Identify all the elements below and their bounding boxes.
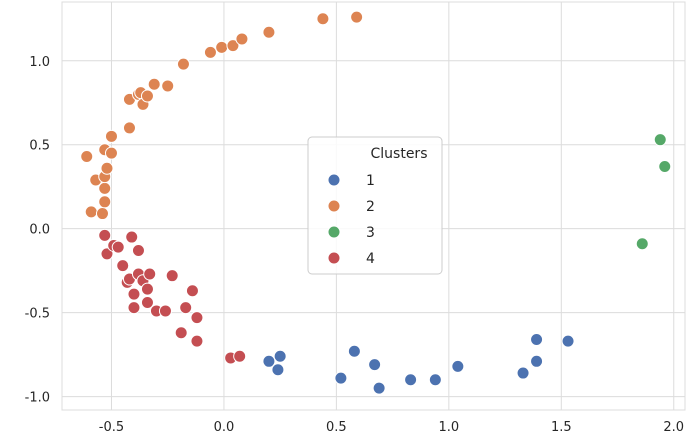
cluster-1-point (334, 371, 348, 385)
cluster-3-point (635, 237, 649, 251)
cluster-1-point (271, 363, 285, 377)
cluster-2-point (235, 32, 249, 46)
cluster-1-point (404, 373, 418, 387)
cluster-4-point (98, 228, 112, 242)
legend-marker-4 (327, 251, 341, 265)
cluster-4-point (174, 326, 188, 340)
y-tick-label: -1.0 (25, 391, 50, 406)
cluster-1-point (372, 381, 386, 395)
cluster-4-point (116, 259, 130, 273)
cluster-4-point (111, 240, 125, 254)
x-tick-label: -0.5 (99, 420, 124, 435)
x-tick-label: 1.0 (439, 420, 460, 435)
cluster-1-point (368, 358, 382, 372)
cluster-1-point (530, 332, 544, 346)
cluster-2-point (80, 149, 94, 163)
cluster-3-point (653, 133, 667, 147)
cluster-4-point (140, 296, 154, 310)
cluster-1-point (273, 349, 287, 363)
x-tick-label: 0.0 (214, 420, 235, 435)
cluster-4-point (100, 247, 114, 261)
legend-label-4: 4 (366, 251, 375, 267)
cluster-2-point (147, 77, 161, 91)
cluster-4-point (190, 334, 204, 348)
cluster-2-point (161, 79, 175, 93)
cluster-2-point (104, 129, 118, 143)
cluster-4-point (158, 304, 172, 318)
cluster-1-point (428, 373, 442, 387)
cluster-2-point (203, 45, 217, 59)
y-tick-label: 0.0 (29, 223, 50, 238)
cluster-4-point (190, 311, 204, 325)
cluster-1-point (516, 366, 530, 380)
cluster-4-point (131, 243, 145, 257)
cluster-2-point (176, 57, 190, 71)
cluster-4-point (127, 301, 141, 315)
cluster-2-point (215, 40, 229, 54)
cluster-2-point (122, 121, 136, 135)
legend-label-1: 1 (366, 173, 375, 189)
legend-box (307, 136, 443, 275)
legend-marker-3 (327, 225, 341, 239)
legend-items: 1 2 3 4 (327, 173, 375, 267)
legend: Clusters 1 2 3 4 (307, 136, 443, 275)
legend-label-3: 3 (366, 225, 375, 241)
x-tick-labels: -0.5 0.0 0.5 1.0 1.5 2.0 (99, 420, 684, 435)
y-tick-labels: -1.0 -0.5 0.0 0.5 1.0 (25, 55, 50, 406)
cluster-2-point (84, 205, 98, 219)
cluster-2-point (140, 89, 154, 103)
cluster-2-point (262, 25, 276, 39)
cluster-4-point (165, 269, 179, 283)
legend-marker-2 (327, 199, 341, 213)
cluster-2-point (350, 10, 364, 24)
data-points (80, 10, 672, 395)
cluster-4-point (125, 230, 139, 244)
legend-title: Clusters (371, 146, 428, 162)
y-tick-label: 0.5 (29, 139, 50, 154)
plot-frame (61, 1, 686, 411)
x-tick-label: 0.5 (326, 420, 347, 435)
cluster-4-point (233, 349, 247, 363)
cluster-2-point (98, 195, 112, 209)
cluster-1-point (561, 334, 575, 348)
cluster-4-point (140, 282, 154, 296)
cluster-4-point (127, 287, 141, 301)
cluster-1-point (451, 359, 465, 373)
legend-label-2: 2 (366, 199, 375, 215)
cluster-2-point (226, 39, 240, 53)
cluster-4-point (185, 284, 199, 298)
x-tick-label: 1.5 (551, 420, 572, 435)
cluster-2-point (95, 207, 109, 221)
cluster-1-point (347, 344, 361, 358)
y-tick-label: -0.5 (25, 307, 50, 322)
cluster-1-point (262, 354, 276, 368)
cluster-4-point (143, 267, 157, 281)
cluster-1-point (530, 354, 544, 368)
x-tick-label: 2.0 (663, 420, 684, 435)
y-tick-label: 1.0 (29, 55, 50, 70)
cluster-2-point (100, 161, 114, 175)
cluster-3-point (658, 160, 672, 174)
cluster-2-point (98, 181, 112, 195)
cluster-4-point (179, 301, 193, 315)
legend-marker-1 (327, 173, 341, 187)
cluster-2-point (104, 146, 118, 160)
cluster-2-point (316, 12, 330, 26)
